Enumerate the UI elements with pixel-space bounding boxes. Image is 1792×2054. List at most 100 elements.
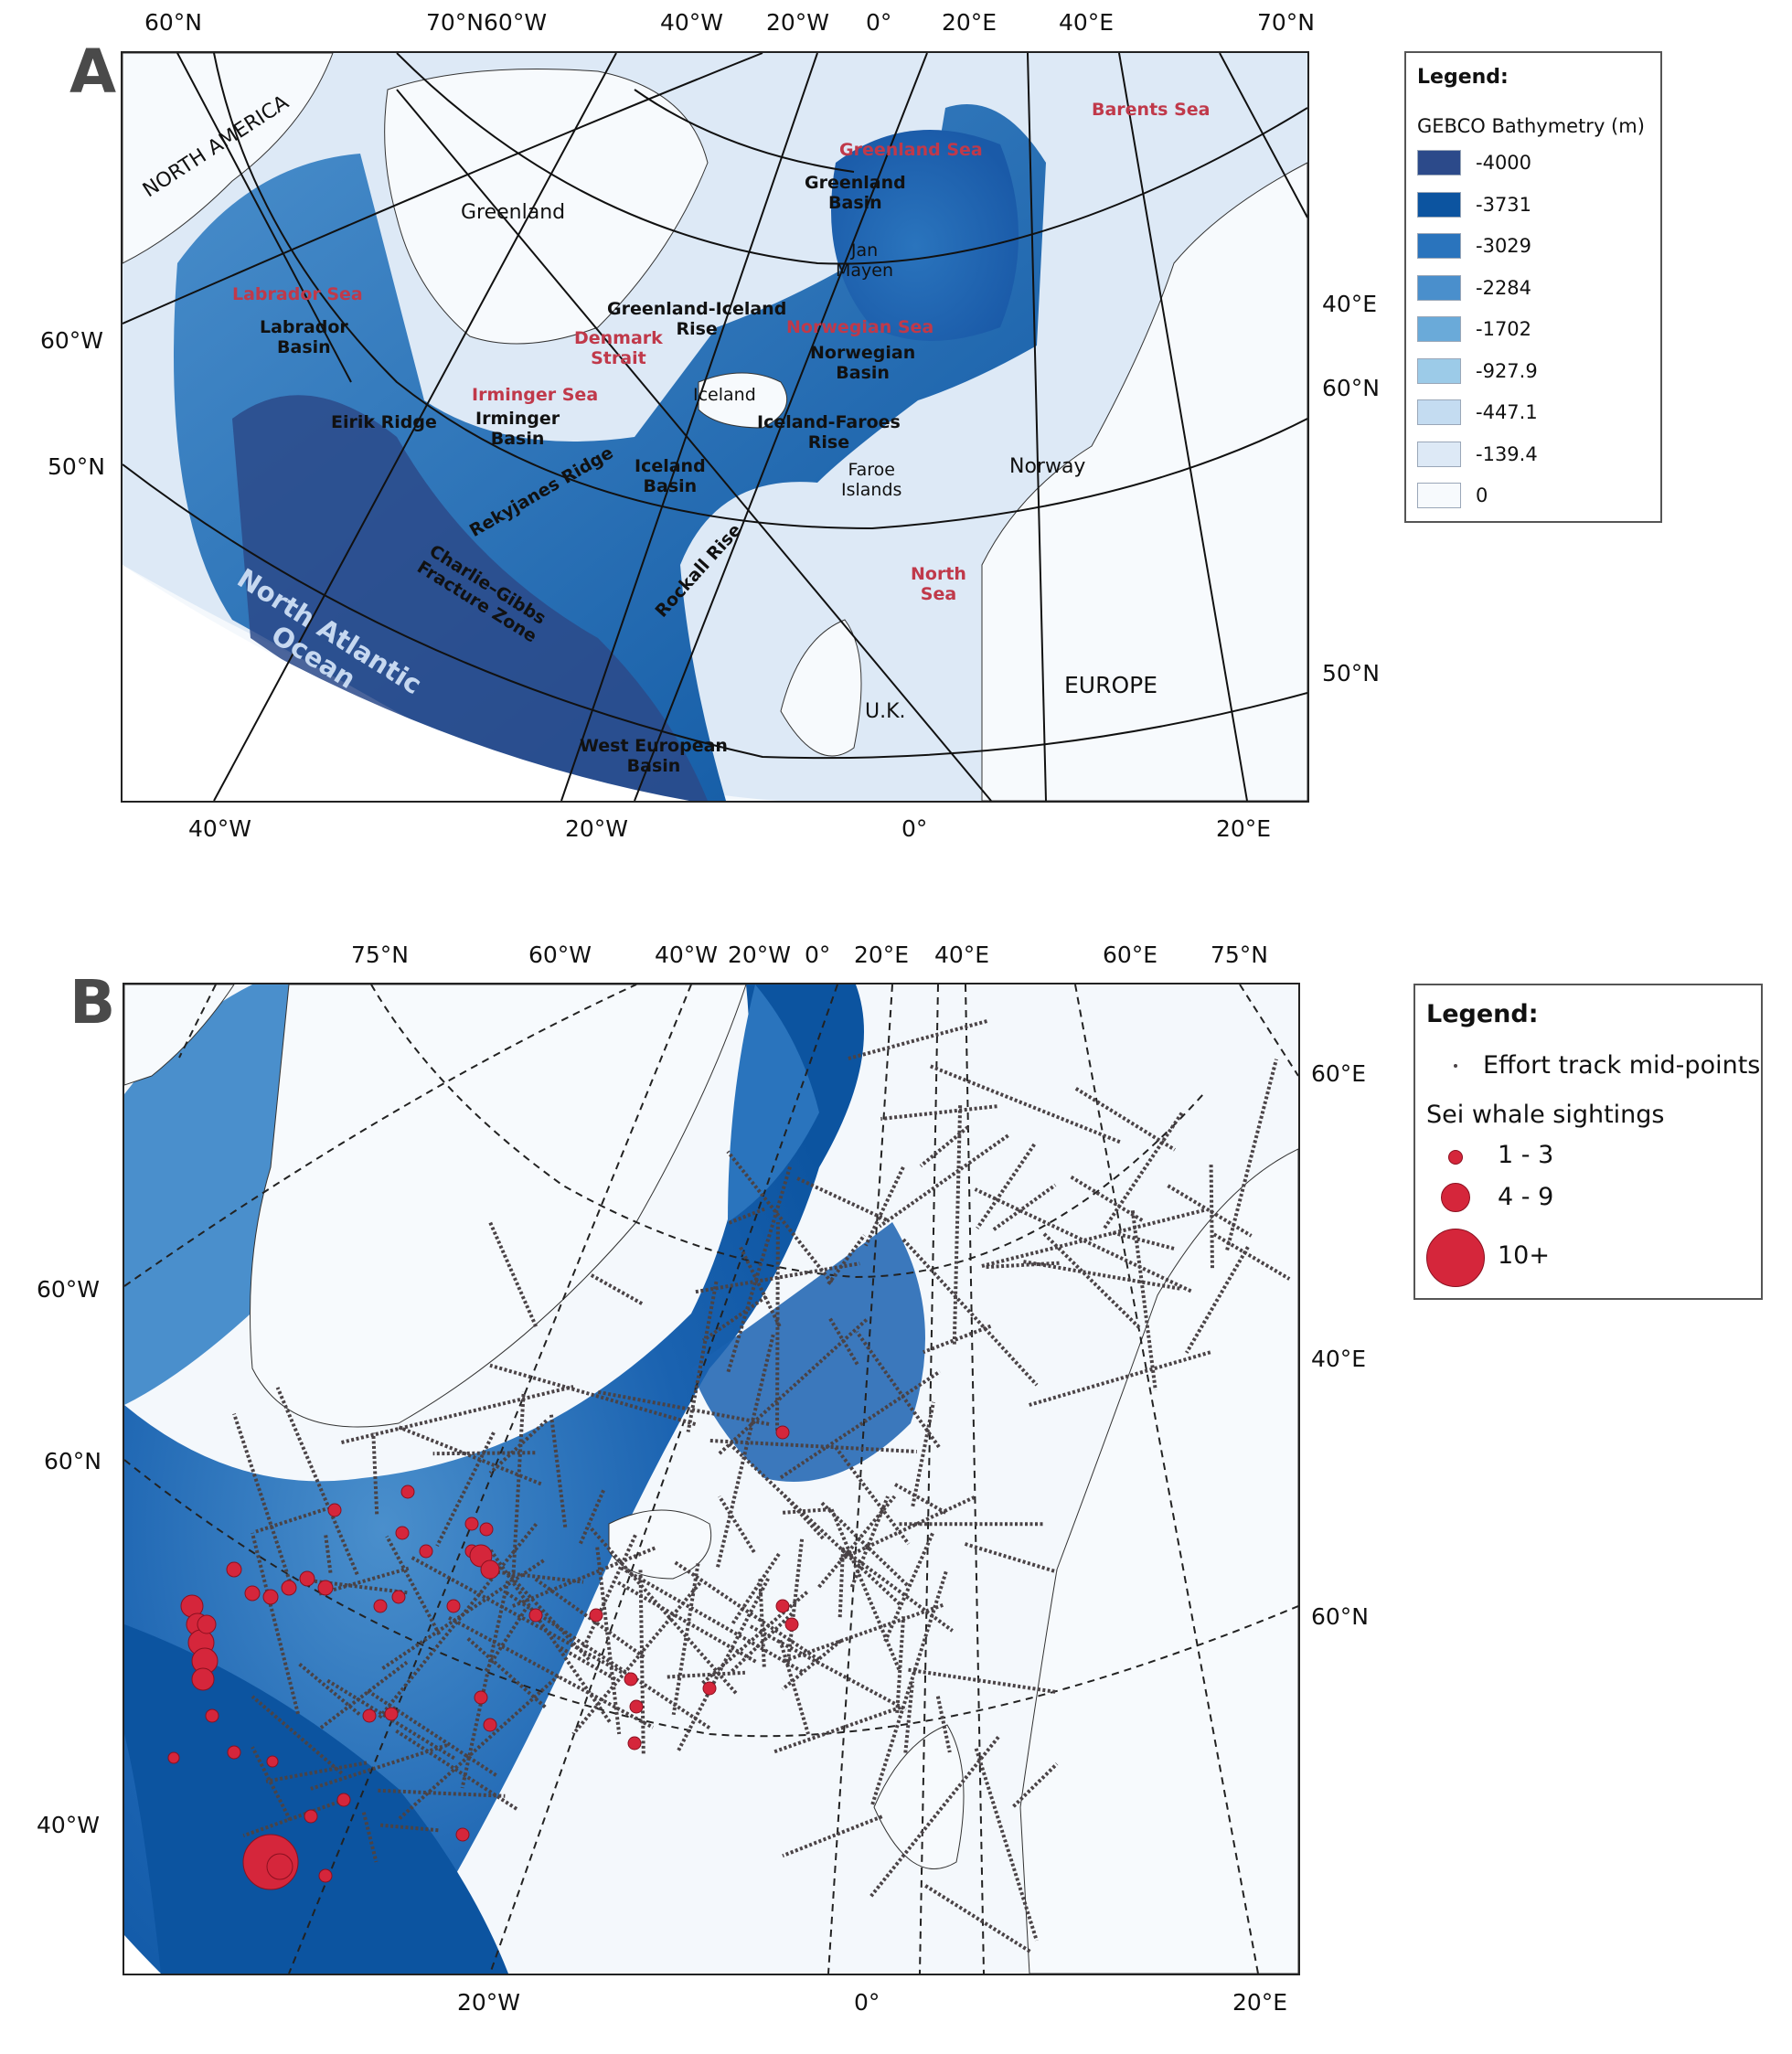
sei-whale-sighting	[589, 1608, 603, 1623]
effort-track-segment	[924, 1884, 1033, 1954]
effort-track-segment	[297, 1662, 361, 1716]
bathymetry-swatch-label: -1702	[1476, 318, 1532, 340]
bathymetry-swatch	[1417, 357, 1461, 384]
label-greenland-iceland-rise: Greenland-Iceland Rise	[607, 299, 787, 339]
effort-track-segment	[595, 1547, 622, 1735]
panel-b-legend-sightings-title: Sei whale sightings	[1426, 1101, 1665, 1129]
sei-whale-sighting	[262, 1589, 279, 1605]
effort-track-segment	[671, 1563, 700, 1716]
sei-whale-sighting	[336, 1793, 351, 1807]
sei-whale-sighting	[197, 1614, 217, 1634]
panel-a-bottom-coord: 20°E	[1216, 815, 1272, 842]
effort-track-segment	[1110, 1229, 1175, 1250]
effort-track-segment	[782, 1815, 883, 1858]
effort-track-segment	[869, 1735, 1000, 1898]
effort-track-segment	[674, 1560, 820, 1662]
bathymetry-swatch	[1417, 441, 1461, 467]
effort-track-segment	[1225, 1059, 1278, 1250]
sei-whale-sighting	[775, 1425, 790, 1440]
effort-track-segment	[775, 1221, 780, 1431]
effort-track-segment	[930, 1064, 1121, 1144]
panel-a-top-coord: 20°W	[766, 9, 830, 36]
effort-track-segment	[796, 1176, 888, 1222]
panel-b-legend: Legend: Effort track mid-points Sei whal…	[1413, 984, 1763, 1300]
sighting-size-small-symbol	[1448, 1150, 1463, 1165]
effort-track-segment	[378, 1788, 506, 1798]
effort-track-segment	[435, 1431, 496, 1548]
effort-track-segment	[232, 1412, 292, 1582]
effort-track-segment	[1212, 1232, 1291, 1281]
label-greenland-sea: Greenland Sea	[839, 140, 983, 160]
bathymetry-swatch-label: -2284	[1476, 276, 1532, 299]
sei-whale-sighting	[191, 1667, 215, 1691]
sighting-size-small-label: 1 - 3	[1498, 1141, 1554, 1169]
label-norway: Norway	[1009, 455, 1086, 478]
panel-a-top-coord: 70°N	[1257, 9, 1316, 36]
panel-b-effort-tracks	[232, 1019, 1291, 1954]
label-iceland: Iceland	[693, 385, 756, 405]
sei-whale-sighting	[266, 1853, 293, 1880]
effort-track-segment	[919, 1125, 969, 1168]
panel-a-legend-title: Legend:	[1417, 66, 1509, 89]
effort-track-segment	[709, 1439, 917, 1453]
bathymetry-swatch-label: -139.4	[1476, 442, 1538, 465]
effort-track-segment	[781, 1639, 842, 1691]
label-jan-mayen: Jan Mayen	[836, 240, 894, 281]
effort-track-segment	[727, 1207, 765, 1226]
effort-track-segment	[1070, 1175, 1144, 1222]
bathymetry-legend-item: -139.4	[1417, 441, 1538, 467]
sei-whale-sighting	[446, 1599, 461, 1613]
label-north-sea: North Sea	[911, 564, 966, 604]
effort-track-segment	[492, 1570, 584, 1584]
effort-track-segment	[484, 1608, 528, 1673]
panel-b-north-america-land	[124, 984, 235, 1086]
bathymetry-legend-item: -3029	[1417, 233, 1531, 259]
panel-a-top-coord: 40°E	[1059, 9, 1115, 36]
effort-track-segment	[381, 1559, 545, 1670]
effort-track-segment	[986, 1261, 1060, 1270]
effort-track-segment	[1167, 1184, 1253, 1238]
panel-a-top-coord: 60°N	[144, 9, 203, 36]
effort-track-segment	[855, 1330, 941, 1449]
effort-track-segment	[726, 1166, 792, 1374]
effort-track-segment	[686, 1281, 719, 1432]
sei-whale-sighting	[167, 1751, 180, 1764]
effort-track-segment	[981, 1208, 1207, 1268]
effort-track-segment	[911, 1401, 935, 1507]
effort-track-segment	[378, 1522, 539, 1719]
label-iceland-basin: Iceland Basin	[635, 456, 706, 496]
panel-b-legend-title: Legend:	[1426, 1000, 1539, 1028]
panel-a-greenland-land	[384, 69, 709, 345]
effort-track-segment	[395, 1729, 519, 1812]
panel-b-bottom-coord: 20°E	[1232, 1989, 1288, 2016]
bathymetry-swatch	[1417, 150, 1461, 176]
sei-whale-sighting	[327, 1503, 342, 1517]
sei-whale-sighting	[528, 1608, 543, 1623]
panel-b-right-coord: 40°E	[1311, 1346, 1367, 1372]
sei-whale-sighting	[395, 1526, 410, 1540]
sighting-size-large-label: 10+	[1498, 1241, 1550, 1270]
bathymetry-swatch	[1417, 191, 1461, 218]
panel-b-top-coord: 20°E	[854, 942, 910, 968]
sighting-size-large-symbol	[1426, 1229, 1485, 1287]
effort-track-segment	[880, 1104, 997, 1121]
bathymetry-swatch	[1417, 483, 1461, 508]
bathymetry-swatch-label: -4000	[1476, 152, 1532, 174]
panel-b-map	[123, 983, 1300, 1975]
effort-track-segment	[772, 1705, 901, 1754]
effort-track-segment	[617, 1580, 757, 1664]
sei-whale-sighting	[266, 1755, 279, 1768]
label-greenland-basin: Greenland Basin	[805, 173, 906, 213]
sighting-size-medium-symbol	[1441, 1183, 1470, 1212]
panel-b-top-coord: 75°N	[351, 942, 410, 968]
effort-track-segment	[895, 1616, 906, 1714]
bathymetry-swatch	[1417, 316, 1461, 342]
panel-a-bottom-coord: 40°W	[188, 815, 252, 842]
effort-track-segment	[371, 1432, 379, 1515]
effort-track-segment	[597, 1389, 772, 1427]
effort-track-segment	[923, 1324, 992, 1355]
panel-b-top-coord: 40°E	[934, 942, 990, 968]
panel-b-graticule	[124, 984, 1298, 1974]
effort-track-segment	[864, 1166, 905, 1247]
label-barents-sea: Barents Sea	[1092, 100, 1211, 120]
